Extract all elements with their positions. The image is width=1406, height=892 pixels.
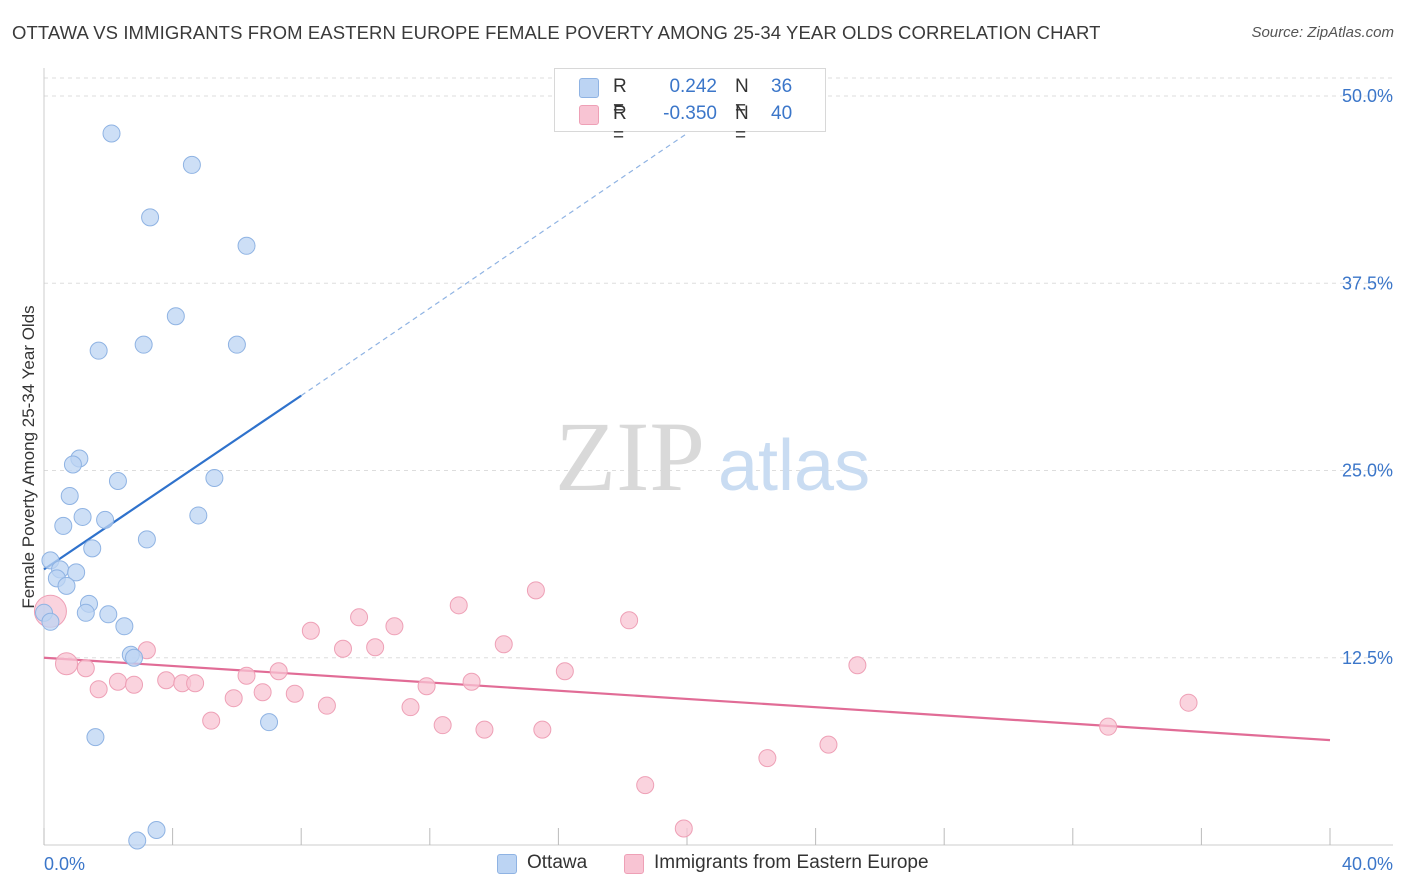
immigrants-point [555,662,574,681]
y-tick-label: 12.5% [1342,648,1393,668]
immigrants-point [636,776,655,795]
legend-label-immigrants: Immigrants from Eastern Europe [654,852,929,873]
ottawa-point [54,516,73,535]
immigrants-point [301,621,320,640]
immigrants-point [89,680,108,699]
immigrants-point [224,689,243,708]
watermark-zip: ZIP [555,401,705,512]
immigrants-point [674,819,693,838]
immigrants-point [462,672,481,691]
ottawa-point [67,563,86,582]
legend-n-value: 40 [771,103,793,124]
legend-label-ottawa: Ottawa [527,852,588,873]
ottawa-point [134,335,153,354]
immigrants-point [350,608,369,627]
ottawa-point [96,510,115,529]
immigrants-point [533,720,552,739]
ottawa-point [260,713,279,732]
source-label: Source: ZipAtlas.com [1251,24,1394,41]
immigrants-point [333,639,352,658]
stats-legend: R = 0.242 N = 36 R = -0.350 N = 40 [554,68,826,146]
ottawa-point [102,124,121,143]
legend-n-label: N = [735,103,749,146]
immigrants-point [449,596,468,615]
ottawa-point [227,335,246,354]
legend-swatch-immigrants [624,854,644,874]
points-layer [33,124,1198,850]
ottawa-point [182,155,201,174]
ottawa-trend-line [43,394,302,571]
immigrants-point [76,659,95,678]
immigrants-point [401,698,420,717]
ottawa-point [137,530,156,549]
immigrants-point [157,671,176,690]
immigrants-point [269,662,288,681]
immigrants-point [848,656,867,675]
immigrants-point [433,716,452,735]
y-tick-label: 50.0% [1342,86,1393,106]
y-tick-label: 25.0% [1342,461,1393,481]
immigrants-point [237,666,256,685]
immigrants-point [186,674,205,693]
immigrants-point [285,684,304,703]
ottawa-point [83,539,102,558]
ottawa-point [147,821,166,840]
legend-swatch-ottawa [497,854,517,874]
immigrants-point [55,652,79,676]
legend-n-label: N = [735,76,749,119]
legend-r-value: 0.242 [669,76,717,97]
ottawa-trend-extension [300,132,688,397]
ottawa-point [115,617,134,636]
immigrants-point [366,638,385,657]
immigrants-point [526,581,545,600]
legend-swatch-immigrants [579,105,599,125]
legend-swatch-ottawa [579,78,599,98]
immigrants-point [385,617,404,636]
immigrants-point [125,675,144,694]
labels-layer: 12.5% 25.0% 37.5% 50.0% 0.0% 40.0% Female Pove… [19,86,1393,874]
ottawa-point [89,341,108,360]
ottawa-point [86,728,105,747]
ottawa-point [60,486,79,505]
immigrants-point [620,611,639,630]
chart-title: OTTAWA VS IMMIGRANTS FROM EASTERN EUROPE… [12,22,1101,43]
ottawa-point [237,236,256,255]
legend-n-value: 36 [771,76,793,97]
y-tick-label: 37.5% [1342,273,1393,293]
ottawa-point [205,468,224,487]
ottawa-point [73,507,92,526]
ottawa-point [41,612,60,631]
watermark: ZIP atlas [555,401,870,512]
legend-r-label: R = [613,103,627,146]
ottawa-point [99,605,118,624]
immigrants-point [417,677,436,696]
grid-layer [44,77,1393,659]
ottawa-point [108,471,127,490]
x-tick-label: 40.0% [1342,854,1393,874]
immigrants-point [253,683,272,702]
x-tick-label: 0.0% [44,854,85,874]
immigrants-point [758,749,777,768]
immigrants-point [494,635,513,654]
ottawa-point [141,208,160,227]
ottawa-point [76,603,95,622]
immigrants-point [202,711,221,730]
watermark-atlas: atlas [718,426,870,506]
ottawa-point [57,576,76,595]
immigrants-point [1179,693,1198,712]
immigrants-point [819,735,838,754]
immigrants-point [317,696,336,715]
y-axis-title: Female Poverty Among 25-34 Year Olds [19,305,38,608]
ottawa-point [189,506,208,525]
immigrants-point [475,720,494,739]
ottawa-point [63,455,82,474]
immigrants-point [1099,717,1118,736]
legend-r-label: R = [613,76,627,119]
ottawa-point [128,831,147,850]
immigrants-point [108,672,127,691]
ottawa-point [166,307,185,326]
ottawa-point [125,648,144,667]
legend-r-value: -0.350 [663,103,717,124]
